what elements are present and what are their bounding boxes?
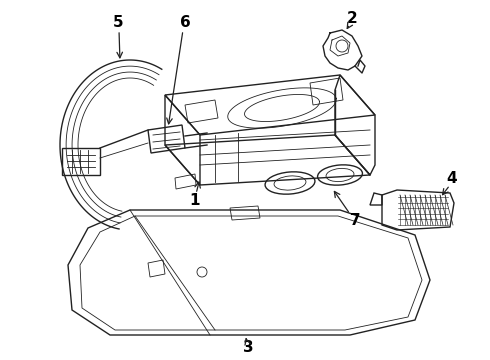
Text: 3: 3 — [243, 341, 253, 356]
Text: 5: 5 — [113, 14, 123, 30]
Text: 2: 2 — [346, 10, 357, 26]
Text: 7: 7 — [350, 212, 360, 228]
Text: 4: 4 — [447, 171, 457, 185]
Text: 6: 6 — [180, 14, 191, 30]
Text: 1: 1 — [190, 193, 200, 207]
